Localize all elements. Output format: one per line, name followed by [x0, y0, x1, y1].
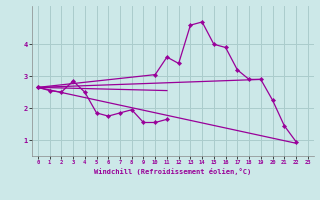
X-axis label: Windchill (Refroidissement éolien,°C): Windchill (Refroidissement éolien,°C): [94, 168, 252, 175]
